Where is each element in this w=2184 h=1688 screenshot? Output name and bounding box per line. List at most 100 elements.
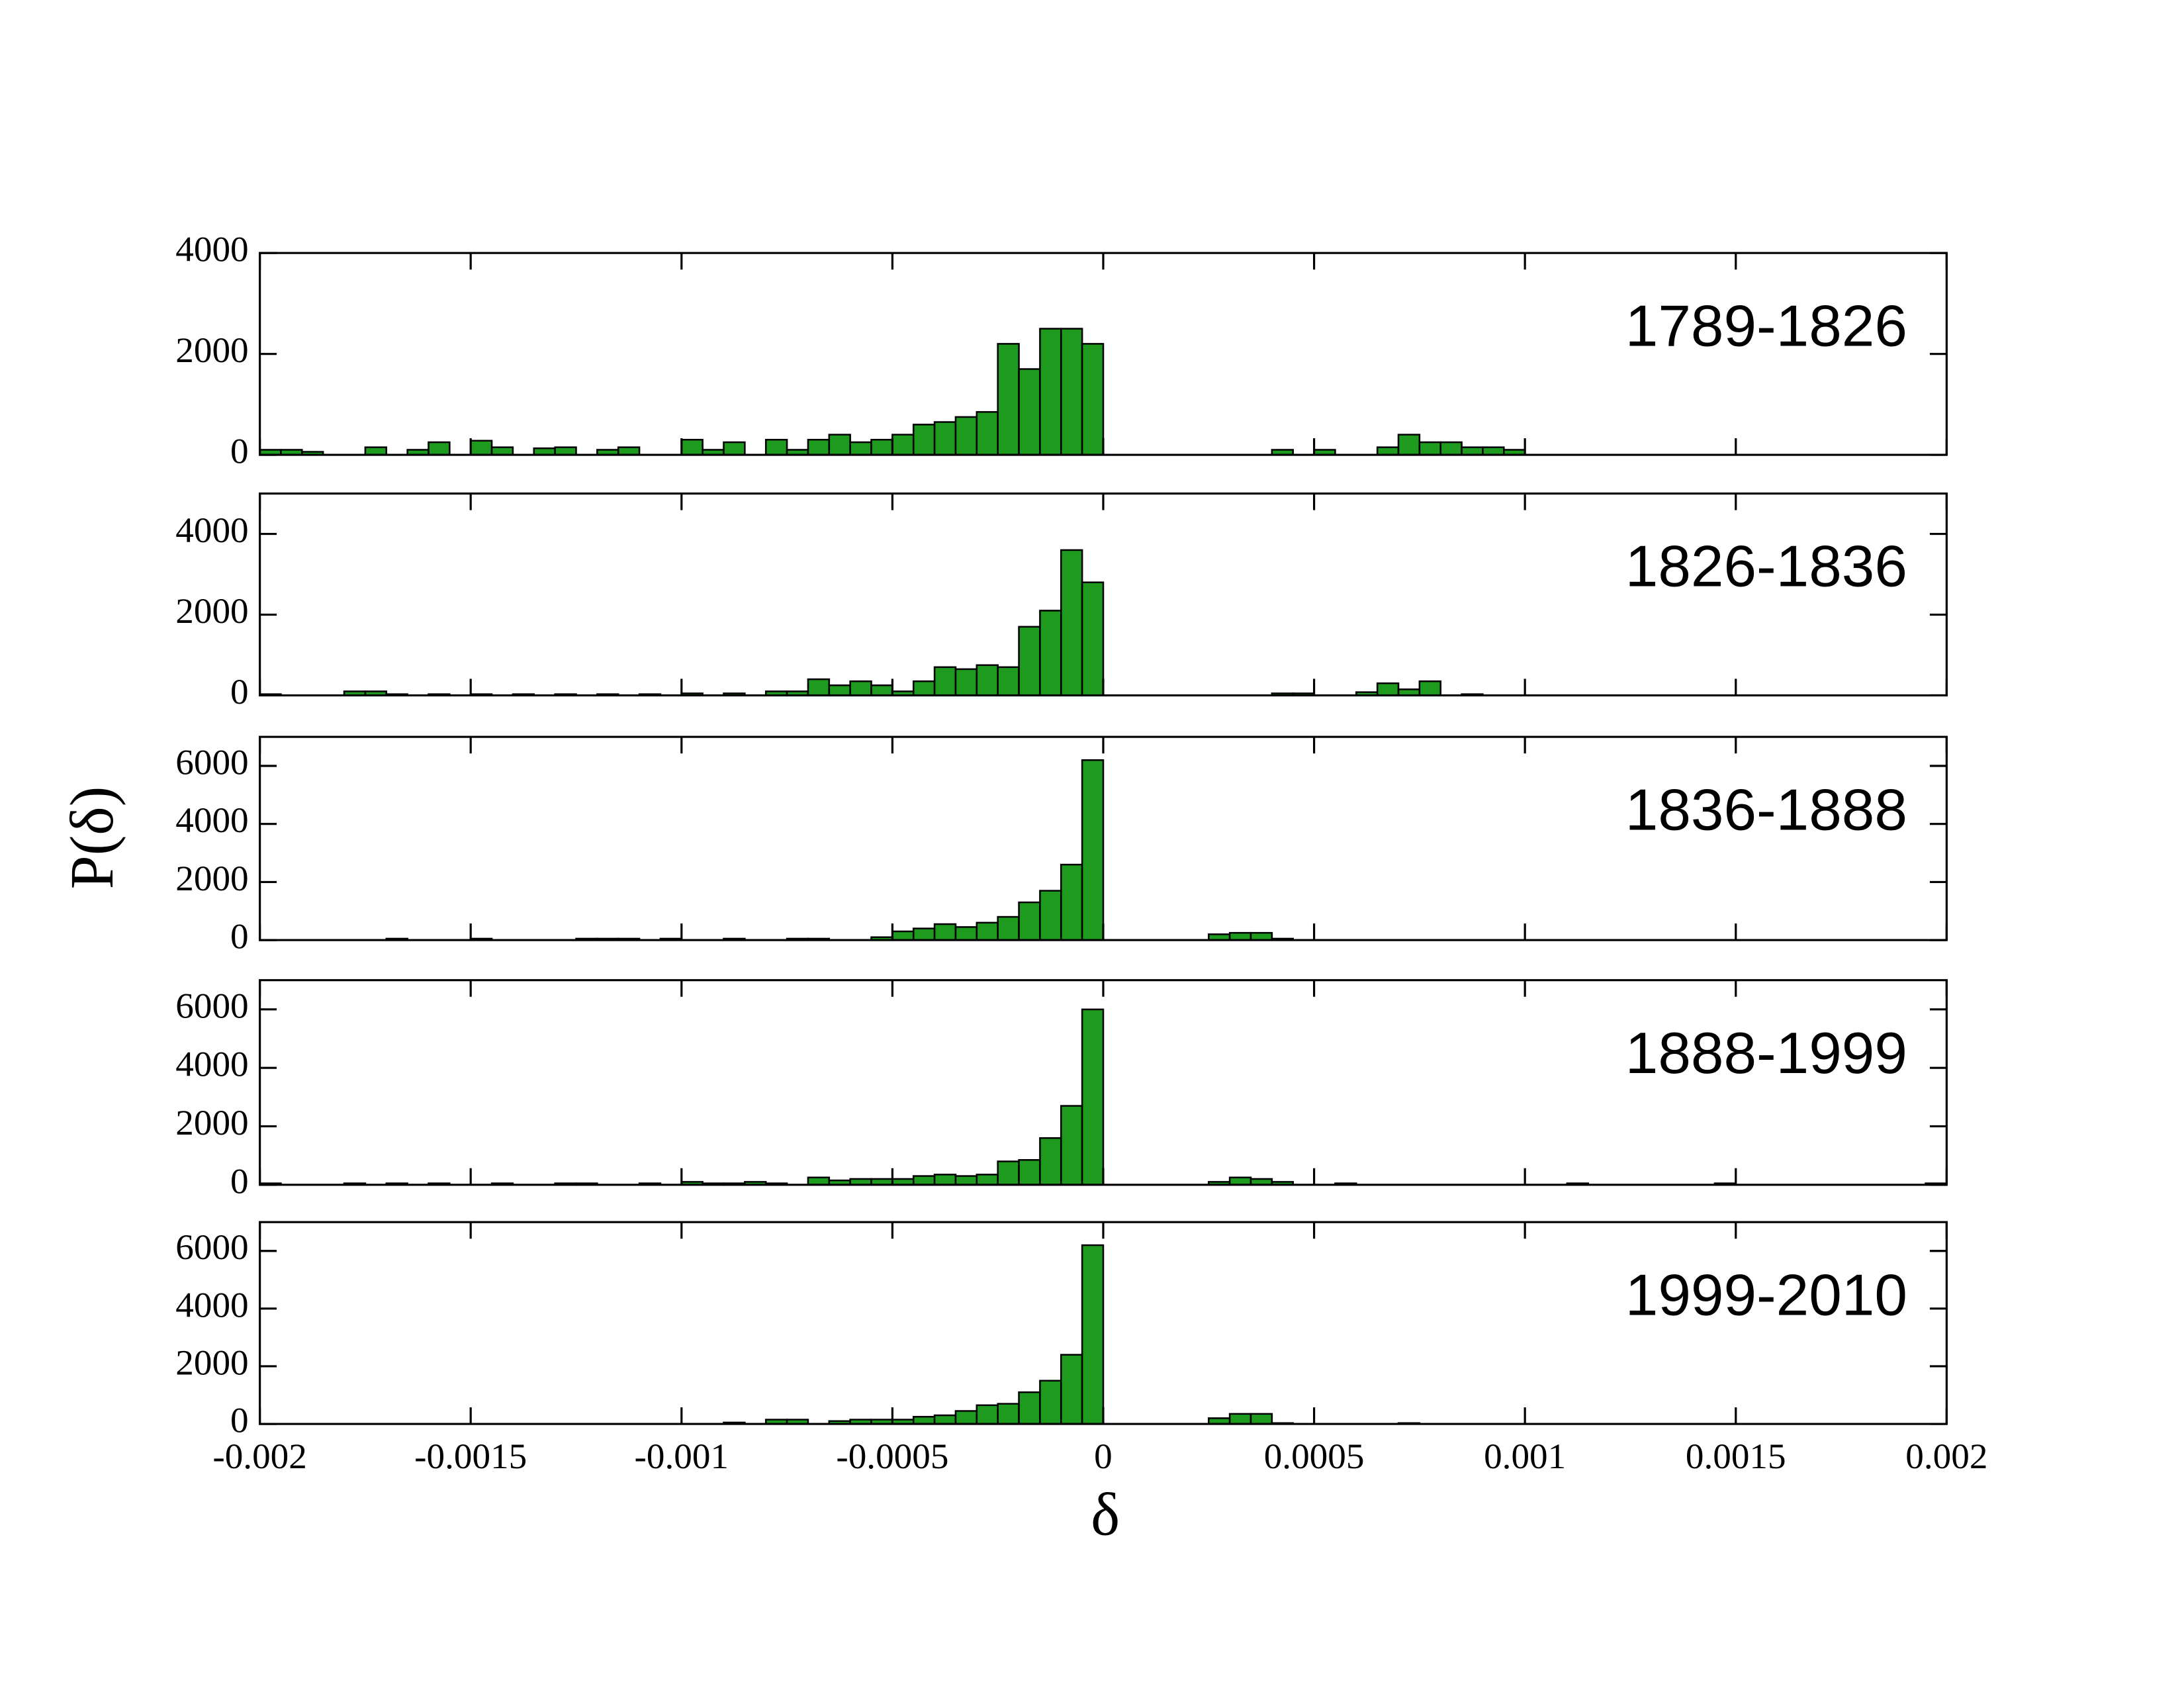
y-tick-label: 6000 <box>175 742 248 782</box>
y-axis-title: P(δ) <box>58 786 126 890</box>
x-tick-label: -0.002 <box>212 1436 307 1476</box>
bar <box>1060 328 1083 456</box>
y-tick-label: 0 <box>230 431 249 471</box>
bar <box>1018 368 1041 456</box>
x-tick-label: -0.001 <box>635 1436 729 1476</box>
bar <box>976 664 999 696</box>
y-tick-label: 2000 <box>175 590 248 631</box>
x-tick-label: 0.001 <box>1484 1436 1566 1476</box>
bar <box>933 1174 957 1186</box>
bar <box>891 930 915 941</box>
bar <box>1039 610 1062 696</box>
bar <box>1081 1008 1105 1186</box>
bar <box>1461 446 1484 456</box>
bar <box>1060 1105 1083 1186</box>
y-tick-label: 6000 <box>175 986 248 1026</box>
bar <box>933 923 957 941</box>
y-tick-label: 2000 <box>175 858 248 898</box>
bar <box>997 1160 1020 1186</box>
bar <box>1060 549 1083 696</box>
bar <box>933 1414 957 1425</box>
panel-label: 1836-1888 <box>1625 777 1907 842</box>
bar <box>617 446 641 456</box>
bar <box>849 680 872 696</box>
bar <box>1018 901 1041 941</box>
bar <box>954 1175 978 1186</box>
bar <box>870 438 893 456</box>
bar <box>554 446 577 456</box>
bar <box>680 438 704 456</box>
bar <box>997 915 1020 941</box>
bar <box>954 1410 978 1425</box>
bar <box>976 1174 999 1186</box>
bar <box>891 434 915 456</box>
bar <box>954 926 978 941</box>
panel-label: 1888-1999 <box>1625 1020 1907 1085</box>
y-tick-label: 0 <box>230 1400 249 1440</box>
x-tick-label: 0 <box>1094 1436 1113 1476</box>
bar <box>764 438 788 456</box>
y-tick-label: 2000 <box>175 330 248 370</box>
bar <box>1018 1391 1041 1425</box>
bar <box>954 668 978 696</box>
y-tick-label: 0 <box>230 671 249 712</box>
bar <box>1228 1413 1252 1425</box>
x-tick-label: 0.0015 <box>1686 1436 1786 1476</box>
bar <box>1081 343 1105 456</box>
bar <box>807 438 831 456</box>
bar <box>1039 1380 1062 1425</box>
y-tick-label: 4000 <box>175 510 248 550</box>
y-tick-label: 6000 <box>175 1227 248 1268</box>
bar <box>933 666 957 696</box>
panel-label: 1826-1836 <box>1625 534 1907 598</box>
bar <box>1039 890 1062 941</box>
bar <box>1418 441 1441 456</box>
bar <box>1060 1354 1083 1425</box>
bar <box>997 666 1020 696</box>
y-tick-label: 2000 <box>175 1342 248 1383</box>
bar <box>997 1403 1020 1425</box>
panel-label: 1999-2010 <box>1625 1262 1907 1327</box>
y-tick-label: 4000 <box>175 229 248 269</box>
bar <box>1250 1413 1273 1425</box>
bar <box>976 1404 999 1425</box>
bar <box>870 684 893 696</box>
bar <box>912 1175 936 1186</box>
x-tick-label: -0.0015 <box>414 1436 527 1476</box>
bar <box>807 1176 831 1186</box>
bar <box>1250 931 1273 941</box>
bar <box>933 421 957 456</box>
x-tick-label: 0.002 <box>1905 1436 1987 1476</box>
x-axis-title: δ <box>1091 1481 1120 1548</box>
bar <box>954 416 978 456</box>
bar <box>849 441 872 456</box>
panel-label: 1789-1826 <box>1625 293 1907 358</box>
y-tick-label: 4000 <box>175 800 248 841</box>
bar <box>428 441 451 456</box>
bar <box>364 446 388 456</box>
bar <box>1039 1137 1062 1186</box>
y-tick-label: 0 <box>230 1161 249 1201</box>
y-tick-label: 0 <box>230 916 249 957</box>
bar <box>828 684 851 696</box>
bar <box>1376 446 1400 456</box>
bar <box>1397 434 1421 456</box>
bar <box>469 440 493 456</box>
bar <box>1060 863 1083 941</box>
bar <box>912 1415 936 1425</box>
bar <box>1039 328 1062 456</box>
bar <box>1081 759 1105 941</box>
bar <box>1482 446 1505 456</box>
bar <box>912 424 936 456</box>
bar <box>1018 626 1041 696</box>
bar <box>1228 1176 1252 1186</box>
bar <box>828 434 851 456</box>
bar <box>1228 931 1252 941</box>
bar <box>1439 441 1463 456</box>
y-tick-label: 2000 <box>175 1102 248 1143</box>
bar <box>976 921 999 941</box>
y-tick-label: 4000 <box>175 1285 248 1325</box>
bar <box>912 927 936 941</box>
bar <box>723 441 746 456</box>
